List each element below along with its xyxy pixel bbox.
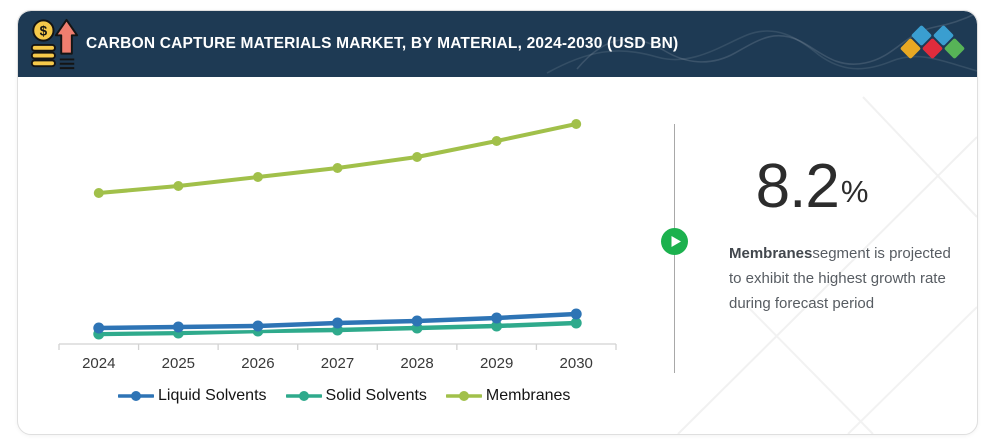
data-point-solid-solvents [570,317,582,329]
x-axis-label: 2025 [162,355,195,372]
x-axis-label: 2024 [82,355,115,372]
data-point-solid-solvents [491,320,503,332]
play-button[interactable] [661,228,688,255]
legend-label: Membranes [485,387,571,404]
data-point-membranes [571,119,582,129]
callout-bold-segment: Membranes [729,245,813,262]
chart-card: $ CARBON CAPTURE MATERIALS MARKET, BY MA… [17,10,978,435]
legend-item-liquid-solvents[interactable]: Liquid Solvents [118,387,267,405]
svg-text:$: $ [40,23,48,38]
line-chart: 2024 2025 2026 2027 2028 2029 2030 [58,119,617,372]
chart-legend: Liquid Solvents Solid Solvents Membranes [118,387,570,405]
growth-rate-value: 8.2% [723,151,901,233]
series-line-membranes [96,122,579,195]
data-point-membranes [491,136,502,146]
x-axis-label: 2030 [560,355,593,372]
legend-item-membranes[interactable]: Membranes [445,387,571,405]
money-growth-icon: $ [30,18,79,70]
data-point-liquid-solvents [411,315,423,327]
legend-label: Solid Solvents [325,387,427,404]
play-icon [661,228,688,255]
x-axis-label: 2028 [400,355,433,372]
data-point-membranes [173,181,184,191]
callout-text: Membranessegment is projected to exhibit… [729,241,961,316]
x-axis-label: 2027 [321,355,354,372]
data-point-liquid-solvents [172,321,184,333]
growth-rate-percent-sign: % [840,174,869,209]
legend-marker-membranes [445,391,482,401]
data-point-liquid-solvents [570,308,582,320]
data-point-liquid-solvents [331,317,343,329]
x-axis-label: 2029 [480,355,513,372]
data-point-liquid-solvents [93,322,105,334]
data-point-membranes [412,152,423,162]
callout-line-2: to exhibit the highest growth rate [729,270,946,287]
growth-rate-number: 8.2 [755,152,840,221]
data-point-membranes [93,188,104,198]
legend-marker-liquid-solvents [118,391,154,401]
callout-line-1: Membranessegment is projected [729,245,951,262]
data-point-liquid-solvents [491,312,503,324]
header-title: CARBON CAPTURE MATERIALS MARKET, BY MATE… [86,35,679,52]
header: $ CARBON CAPTURE MATERIALS MARKET, BY MA… [18,11,977,77]
data-point-liquid-solvents [252,320,264,332]
callout-line-3: during forecast period [729,295,875,312]
legend-label: Liquid Solvents [158,387,267,404]
data-point-membranes [252,172,263,182]
growth-callout: 8.2% Membranessegment is projected to ex… [723,151,968,316]
x-axis-label: 2026 [241,355,274,372]
data-point-membranes [332,163,343,173]
legend-marker-solid-solvents [285,391,322,401]
legend-item-solid-solvents[interactable]: Solid Solvents [285,387,427,405]
